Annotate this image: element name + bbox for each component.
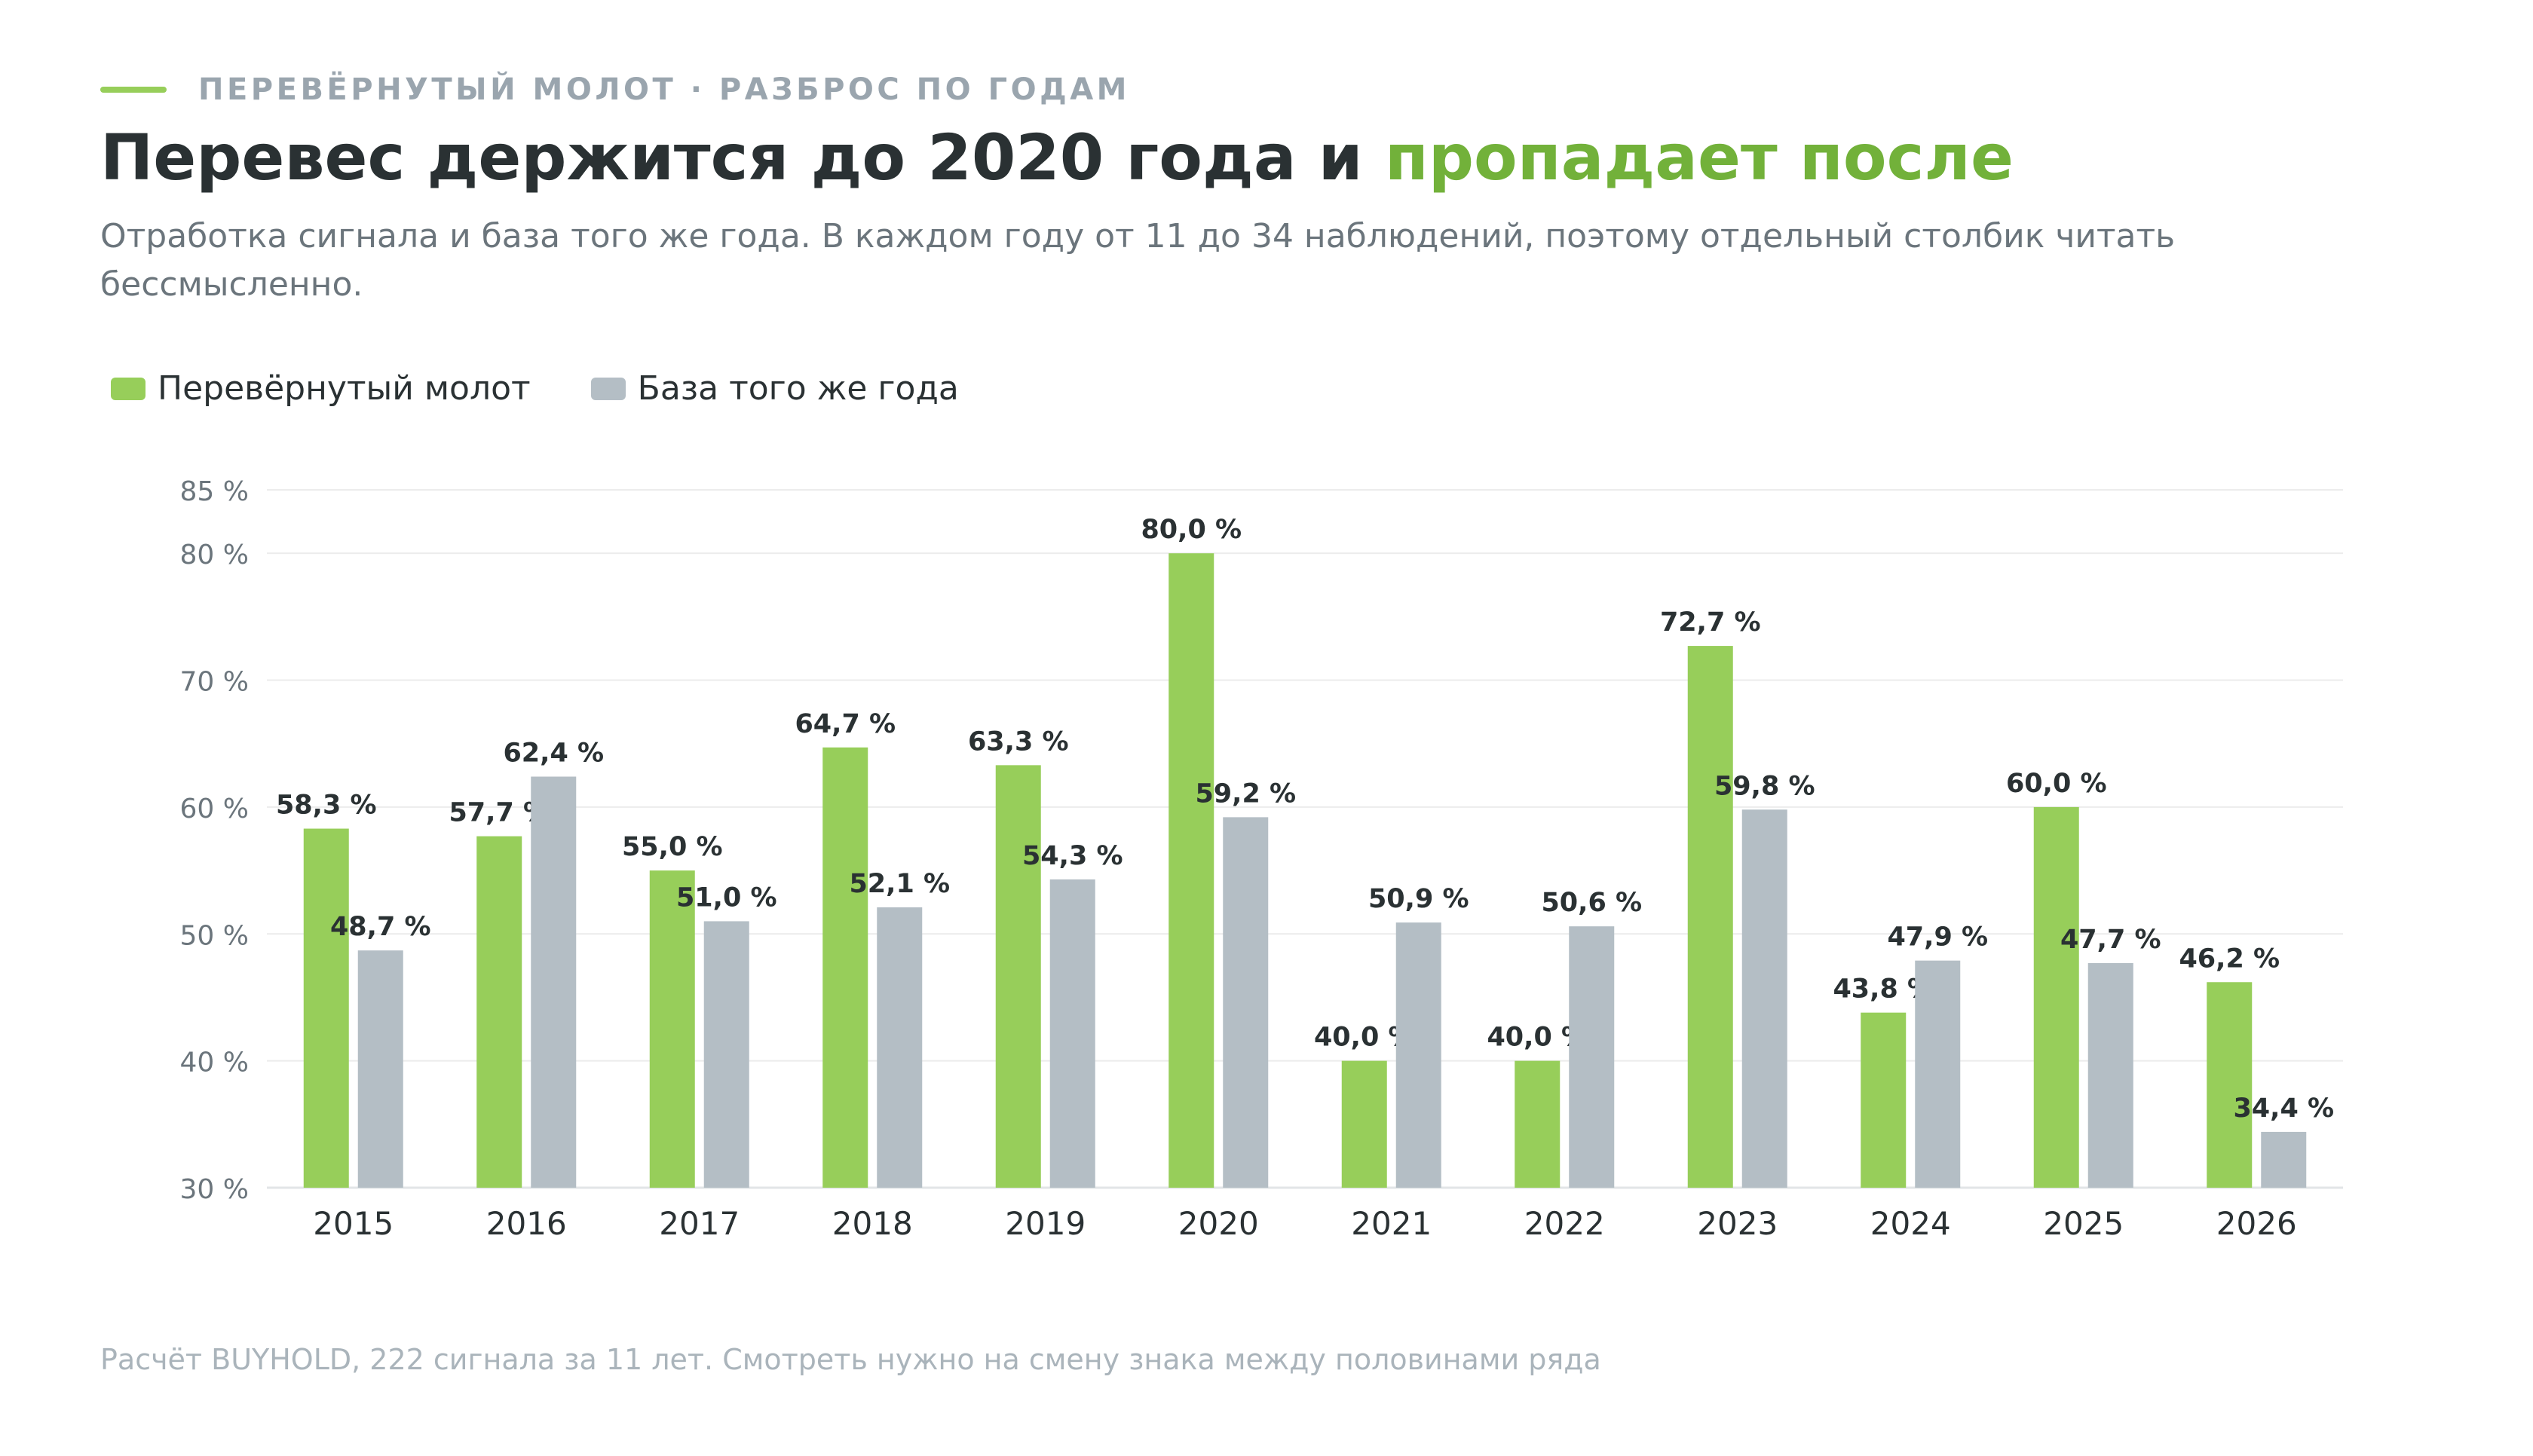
legend-label-signal: Перевёрнутый молот [158, 369, 531, 408]
data-label-signal: 80,0 % [1141, 515, 1242, 545]
y-tick-label: 85 % [180, 476, 249, 507]
data-label-signal: 55,0 % [622, 832, 723, 862]
legend-item-base: База того же года [590, 369, 959, 408]
bar-base [877, 907, 923, 1188]
bar-base [1569, 926, 1615, 1188]
x-tick-label: 2026 [2216, 1205, 2297, 1242]
data-label-signal: 63,3 % [968, 726, 1069, 757]
x-tick-label: 2025 [2043, 1205, 2124, 1242]
data-label-signal: 72,7 % [1660, 607, 1761, 638]
eyebrow-text: ПЕРЕВЁРНУТЫЙ МОЛОТ · РАЗБРОС ПО ГОДАМ [198, 72, 1130, 107]
data-label-signal: 46,2 % [2179, 944, 2280, 974]
data-label-signal: 58,3 % [276, 791, 377, 821]
title-accent: пропадает после [1384, 121, 2014, 194]
bar-base [1395, 922, 1441, 1188]
data-label-base: 59,8 % [1714, 771, 1815, 801]
eyebrow: ПЕРЕВЁРНУТЫЙ МОЛОТ · РАЗБРОС ПО ГОДАМ [100, 72, 1130, 107]
bar-base [2087, 962, 2133, 1188]
bar-base [703, 921, 749, 1188]
data-label-signal: 60,0 % [2006, 769, 2107, 799]
data-label-base: 62,4 % [503, 739, 604, 769]
bar-signal [1168, 553, 1214, 1188]
data-label-base: 47,7 % [2060, 925, 2161, 955]
x-tick-label: 2022 [1524, 1205, 1605, 1242]
x-tick-label: 2019 [1005, 1205, 1086, 1242]
legend-item-signal: Перевёрнутый молот [111, 369, 531, 408]
x-tick-label: 2018 [832, 1205, 913, 1242]
x-tick-label: 2016 [486, 1205, 567, 1242]
data-label-base: 52,1 % [849, 869, 950, 899]
y-tick-label: 40 % [180, 1048, 249, 1078]
bar-signal [2207, 982, 2253, 1188]
page-title: Перевес держится до 2020 года и пропадае… [100, 121, 2014, 194]
bar-signal [303, 828, 349, 1188]
bar-base [1049, 879, 1095, 1188]
bar-signal [1341, 1060, 1387, 1188]
bar-base [1915, 960, 1961, 1188]
x-tick-label: 2024 [1870, 1205, 1951, 1242]
bar-signal [2033, 806, 2079, 1188]
legend-swatch-signal [111, 377, 145, 400]
bar-signal [1861, 1012, 1907, 1188]
x-tick-label: 2020 [1178, 1205, 1259, 1242]
bar-signal [649, 870, 695, 1188]
data-label-base: 59,2 % [1195, 778, 1296, 809]
bar-base [2261, 1131, 2307, 1188]
x-tick-label: 2023 [1697, 1205, 1778, 1242]
bar-base [1223, 817, 1269, 1188]
x-tick-label: 2021 [1351, 1205, 1432, 1242]
footnote: Расчёт BUYHOLD, 222 сигнала за 11 лет. С… [100, 1343, 1601, 1376]
bar-base [1741, 809, 1787, 1188]
x-tick-label: 2015 [313, 1205, 394, 1242]
data-label-base: 51,0 % [676, 882, 777, 913]
data-label-signal: 64,7 % [795, 709, 896, 739]
data-label-base: 47,9 % [1887, 922, 1988, 953]
y-tick-label: 80 % [180, 540, 249, 570]
bar-signal [1515, 1060, 1561, 1188]
bar-signal [1687, 646, 1733, 1188]
bar-base [357, 950, 403, 1188]
y-tick-label: 60 % [180, 794, 249, 824]
data-label-base: 48,7 % [330, 912, 431, 942]
legend-label-base: База того же года [637, 369, 959, 408]
data-label-base: 50,6 % [1541, 888, 1642, 918]
legend-swatch-base [590, 377, 626, 400]
bar-signal [476, 836, 522, 1188]
eyebrow-accent-line [100, 87, 167, 93]
data-label-base: 50,9 % [1368, 884, 1469, 914]
y-tick-label: 50 % [180, 920, 249, 951]
title-main: Перевес держится до 2020 года и [100, 121, 1385, 194]
x-tick-label: 2017 [659, 1205, 740, 1242]
bar-base [531, 776, 577, 1188]
bar-signal [995, 765, 1041, 1188]
data-label-base: 34,4 % [2233, 1094, 2334, 1124]
data-label-base: 54,3 % [1022, 841, 1123, 871]
bar-signal [822, 747, 868, 1188]
legend: Перевёрнутый молот База того же года [111, 369, 1019, 408]
y-tick-label: 30 % [180, 1174, 249, 1205]
y-tick-label: 70 % [180, 667, 249, 698]
subtitle: Отработка сигнала и база того же года. В… [100, 217, 2176, 304]
